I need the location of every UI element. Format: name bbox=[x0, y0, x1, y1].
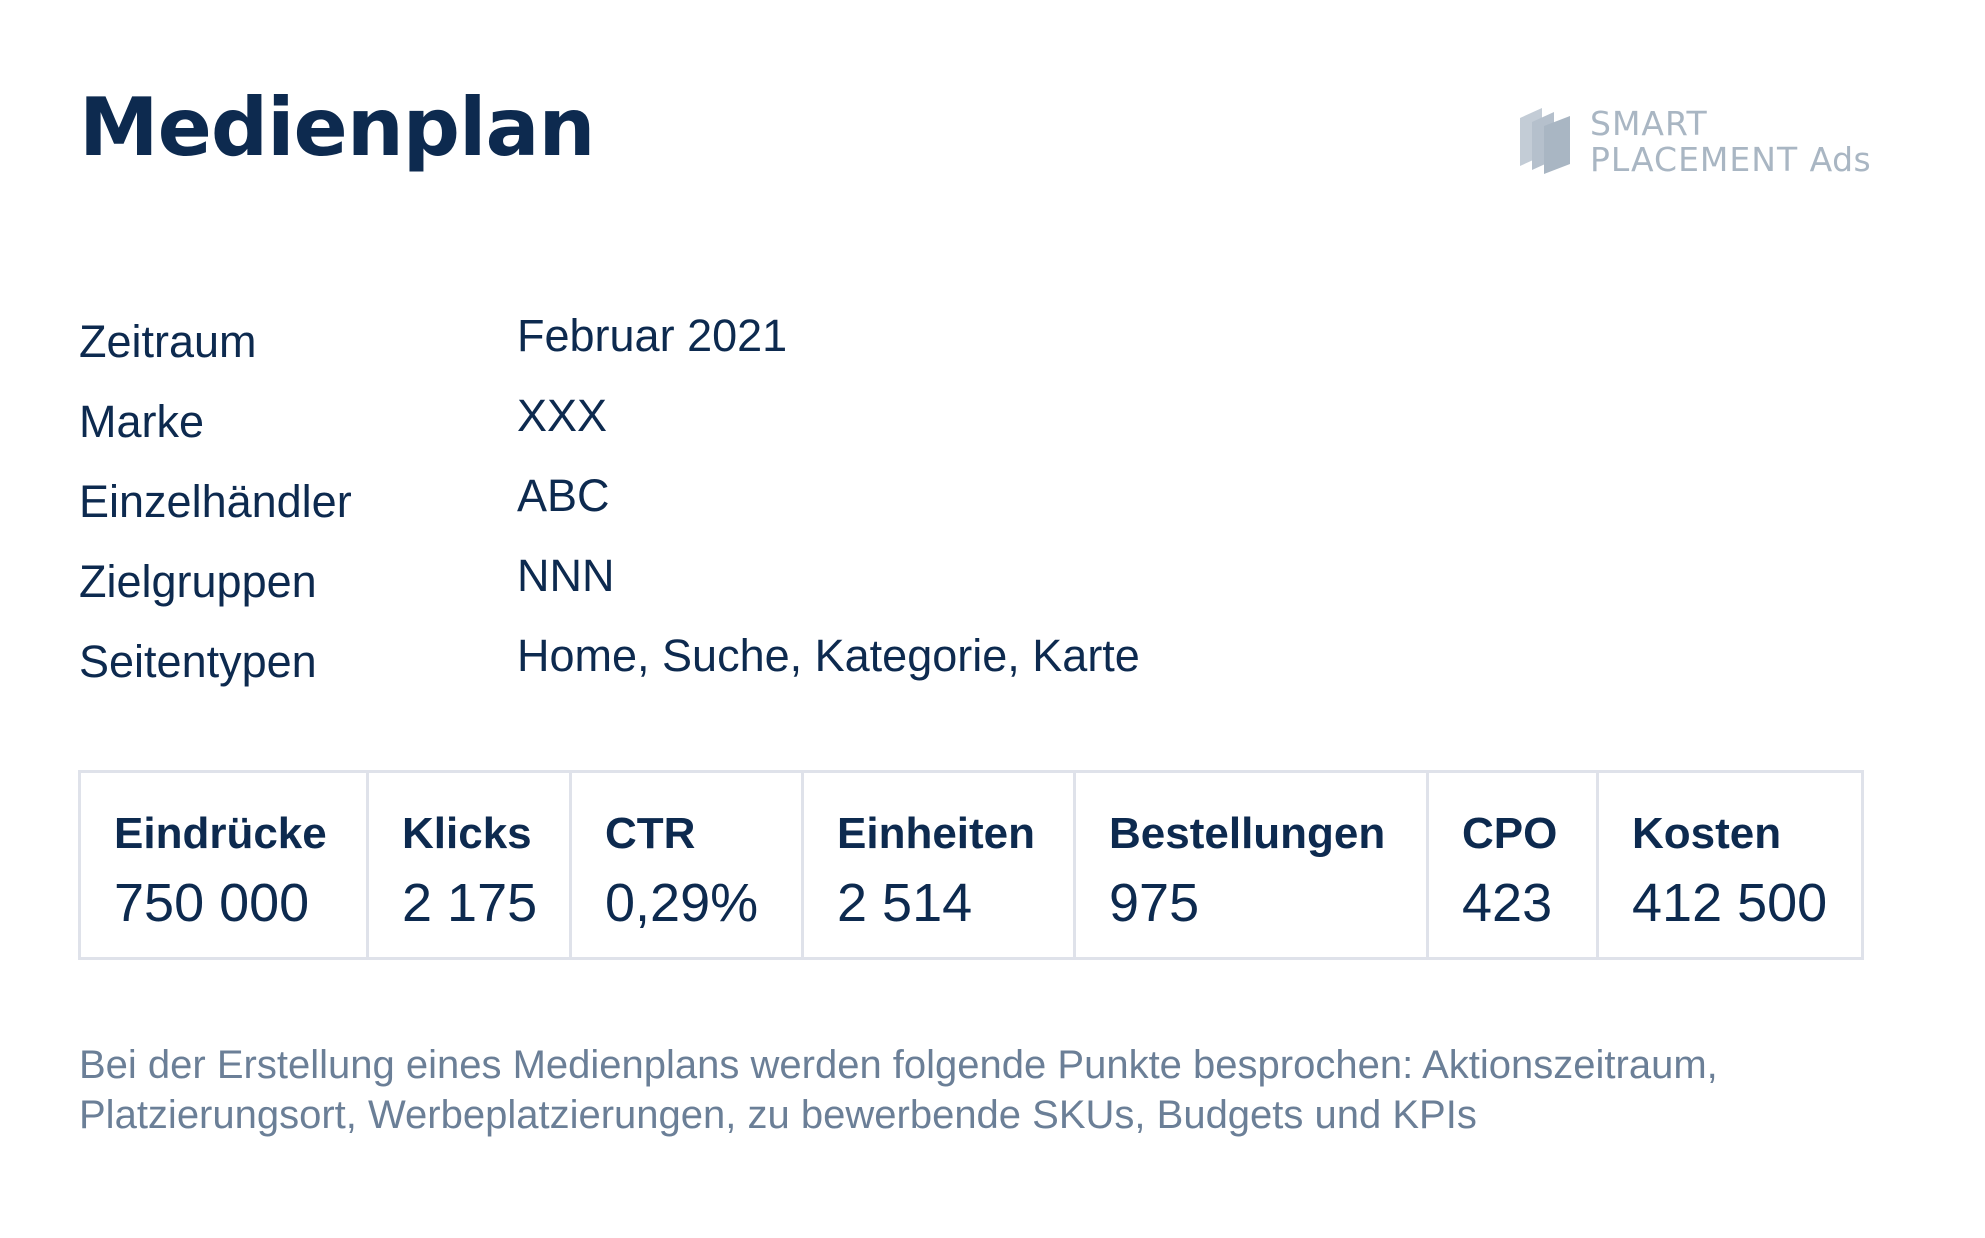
brand-logo-text: SMART PLACEMENT Ads bbox=[1590, 106, 1871, 178]
kpi-value: 423 bbox=[1462, 873, 1553, 933]
detail-value: XXX bbox=[517, 390, 608, 441]
kpi-cell-impressions: Eindrücke 750 000 bbox=[81, 773, 369, 957]
kpi-cell-cpo: CPO 423 bbox=[1429, 773, 1599, 957]
detail-label: Zeitraum bbox=[79, 316, 257, 367]
kpi-label: CPO bbox=[1462, 809, 1558, 858]
kpi-value: 0,29% bbox=[605, 873, 759, 933]
footnote: Bei der Erstellung eines Medienplans wer… bbox=[79, 1043, 1718, 1137]
detail-value: ABC bbox=[517, 470, 610, 521]
kpi-label: Einheiten bbox=[837, 809, 1036, 858]
detail-label: Zielgruppen bbox=[79, 556, 317, 607]
kpi-value: 750 000 bbox=[114, 873, 310, 933]
detail-label: Seitentypen bbox=[79, 636, 317, 687]
kpi-cell-ctr: CTR 0,29% bbox=[572, 773, 804, 957]
detail-value: Februar 2021 bbox=[517, 310, 788, 361]
kpi-value: 412 500 bbox=[1632, 873, 1828, 933]
detail-value: Home, Suche, Kategorie, Karte bbox=[517, 630, 1140, 681]
kpi-value: 2 514 bbox=[837, 873, 973, 933]
kpi-table: Eindrücke 750 000 Klicks 2 175 CTR 0,29%… bbox=[78, 770, 1864, 960]
brand-logo-word-placement: PLACEMENT bbox=[1590, 140, 1799, 179]
kpi-cell-orders: Bestellungen 975 bbox=[1076, 773, 1429, 957]
brand-logo: SMART PLACEMENT Ads bbox=[1518, 106, 1871, 178]
kpi-label: Kosten bbox=[1632, 809, 1782, 858]
detail-label: Marke bbox=[79, 396, 205, 447]
kpi-label: Klicks bbox=[402, 809, 532, 858]
detail-value: NNN bbox=[517, 550, 615, 601]
kpi-cell-clicks: Klicks 2 175 bbox=[369, 773, 572, 957]
brand-logo-line-1: SMART bbox=[1590, 104, 1708, 143]
kpi-cell-cost: Kosten 412 500 bbox=[1599, 773, 1861, 957]
detail-label: Einzelhändler bbox=[79, 476, 352, 527]
brand-logo-word-ads: Ads bbox=[1809, 140, 1872, 179]
stacked-pages-icon bbox=[1520, 108, 1570, 174]
kpi-label: Bestellungen bbox=[1109, 809, 1386, 858]
kpi-value: 975 bbox=[1109, 873, 1200, 933]
kpi-label: Eindrücke bbox=[114, 809, 327, 858]
brand-logo-line-2: PLACEMENT Ads bbox=[1590, 142, 1871, 178]
kpi-value: 2 175 bbox=[402, 873, 538, 933]
kpi-label: CTR bbox=[605, 809, 696, 858]
kpi-cell-units: Einheiten 2 514 bbox=[804, 773, 1076, 957]
page-title: Medienplan bbox=[79, 81, 595, 174]
